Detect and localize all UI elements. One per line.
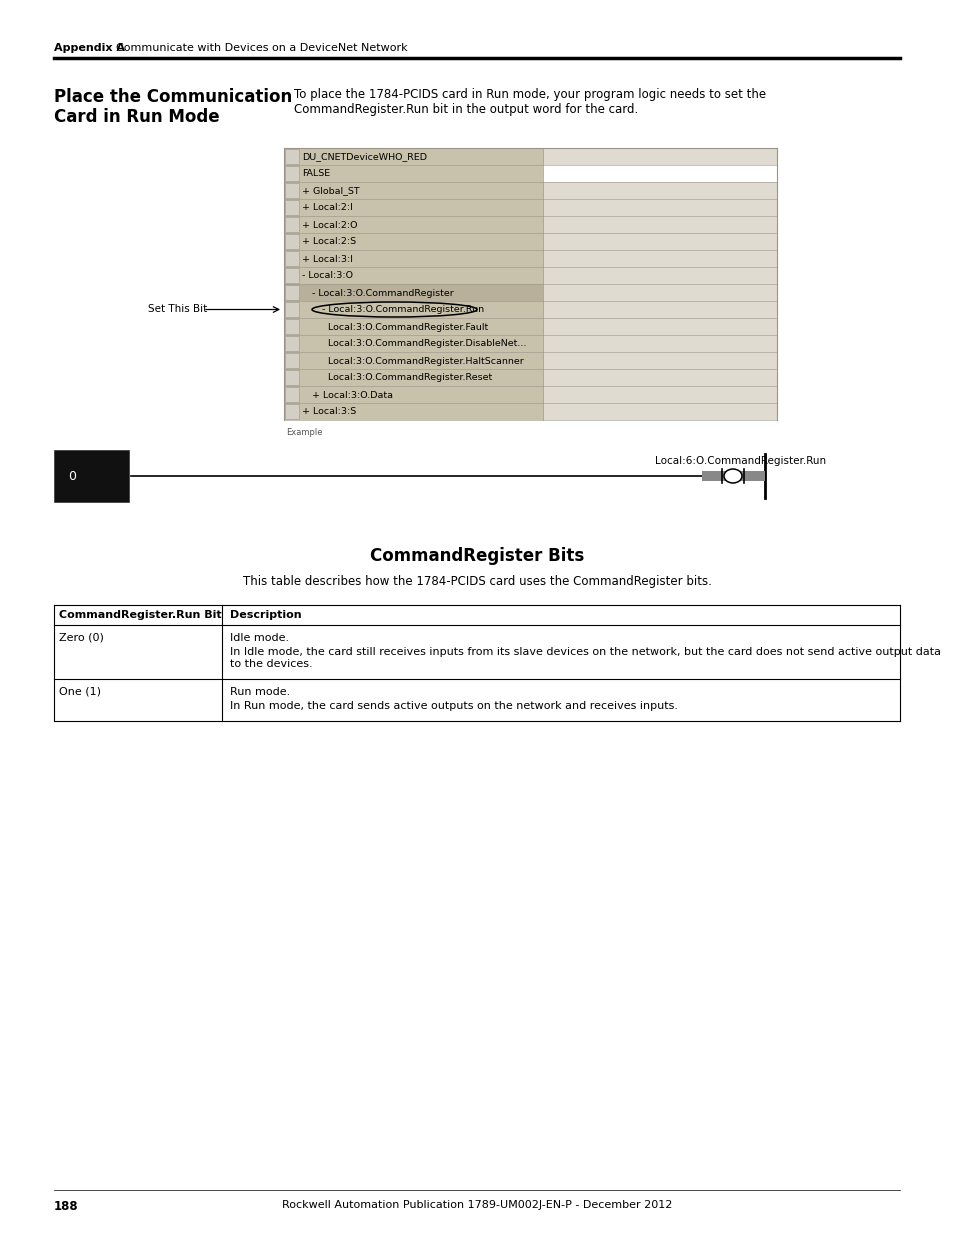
Bar (285, 165, 298, 182)
Bar (285, 319, 298, 333)
Text: Idle mode.: Idle mode. (230, 634, 289, 643)
Bar (285, 303, 298, 317)
Bar (284, 148, 542, 165)
Text: To place the 1784-PCIDS card in Run mode, your program logic needs to set the: To place the 1784-PCIDS card in Run mode… (294, 88, 765, 101)
Ellipse shape (723, 469, 741, 483)
Bar (285, 149, 298, 164)
Text: This table describes how the 1784-PCIDS card uses the CommandRegister bits.: This table describes how the 1784-PCIDS … (242, 576, 711, 588)
Bar (284, 317, 542, 335)
Text: Local:3:O.CommandRegister.Reset: Local:3:O.CommandRegister.Reset (322, 373, 492, 383)
Text: Card in Run Mode: Card in Run Mode (54, 107, 219, 126)
Text: Zero (0): Zero (0) (59, 634, 104, 643)
Text: CommandRegister Bits: CommandRegister Bits (370, 547, 583, 564)
Bar (542, 403, 776, 420)
Bar (284, 301, 542, 317)
Bar (542, 199, 776, 216)
Text: In Idle mode, the card still receives inputs from its slave devices on the netwo: In Idle mode, the card still receives in… (230, 647, 940, 668)
Bar (542, 267, 776, 284)
Bar (284, 249, 542, 267)
Bar (284, 165, 542, 182)
Text: Local:3:O.CommandRegister.DisableNet...: Local:3:O.CommandRegister.DisableNet... (322, 340, 526, 348)
Text: Local:3:O.CommandRegister.HaltScanner: Local:3:O.CommandRegister.HaltScanner (322, 357, 523, 366)
Bar (542, 233, 776, 249)
Text: + Local:3:O.Data: + Local:3:O.Data (312, 390, 393, 399)
Text: + Local:3:S: + Local:3:S (302, 408, 355, 416)
Bar (284, 369, 542, 387)
Bar (542, 352, 776, 369)
Bar (542, 284, 776, 301)
Bar (284, 267, 542, 284)
Bar (285, 404, 298, 419)
Bar (542, 165, 776, 182)
Text: FALSE: FALSE (302, 169, 330, 179)
Bar (542, 182, 776, 199)
Bar (284, 284, 542, 301)
Text: + Local:2:S: + Local:2:S (302, 237, 355, 247)
Text: One (1): One (1) (59, 687, 101, 697)
Bar (542, 148, 776, 165)
Bar (542, 216, 776, 233)
Bar (285, 387, 298, 403)
Bar (284, 216, 542, 233)
Bar (284, 335, 542, 352)
Text: 0: 0 (68, 469, 76, 483)
Bar (542, 249, 776, 267)
Bar (284, 199, 542, 216)
Bar (542, 369, 776, 387)
Text: DU_CNETDeviceWHO_RED: DU_CNETDeviceWHO_RED (302, 152, 427, 162)
Bar (285, 336, 298, 351)
Bar (285, 285, 298, 300)
Bar (284, 352, 542, 369)
Bar (285, 183, 298, 198)
Text: + Global_ST: + Global_ST (302, 186, 359, 195)
Bar (542, 387, 776, 403)
Text: In Run mode, the card sends active outputs on the network and receives inputs.: In Run mode, the card sends active outpu… (230, 701, 678, 711)
Bar (54, 450, 129, 501)
Bar (542, 335, 776, 352)
Text: Communicate with Devices on a DeviceNet Network: Communicate with Devices on a DeviceNet … (116, 43, 407, 53)
Text: Example: Example (286, 429, 322, 437)
Text: + Local:3:I: + Local:3:I (302, 254, 353, 263)
Bar (284, 403, 542, 420)
Text: 188: 188 (54, 1200, 78, 1213)
Bar (542, 301, 776, 317)
Bar (284, 182, 542, 199)
Text: Local:6:O.CommandRegister.Run: Local:6:O.CommandRegister.Run (655, 456, 825, 466)
Text: Appendix A: Appendix A (54, 43, 125, 53)
Bar (542, 317, 776, 335)
Text: - Local:3:O.CommandRegister: - Local:3:O.CommandRegister (312, 289, 454, 298)
Bar (701, 471, 764, 480)
Text: Description: Description (230, 610, 301, 620)
Bar (285, 353, 298, 368)
Text: Local:3:O.CommandRegister.Fault: Local:3:O.CommandRegister.Fault (322, 322, 488, 331)
Bar (285, 200, 298, 215)
Bar (285, 370, 298, 385)
Text: + Local:2:I: + Local:2:I (302, 204, 353, 212)
Text: CommandRegister.Run bit in the output word for the card.: CommandRegister.Run bit in the output wo… (294, 103, 638, 116)
Bar (285, 251, 298, 266)
Bar (285, 217, 298, 232)
Text: + Local:2:O: + Local:2:O (302, 221, 357, 230)
Text: CommandRegister.Run Bit: CommandRegister.Run Bit (59, 610, 221, 620)
Text: Rockwell Automation Publication 1789-UM002J-EN-P - December 2012: Rockwell Automation Publication 1789-UM0… (281, 1200, 672, 1210)
Bar (285, 268, 298, 283)
Text: - Local:3:O.CommandRegister.Run: - Local:3:O.CommandRegister.Run (322, 305, 483, 315)
Text: Set This Bit: Set This Bit (148, 305, 207, 315)
Text: Place the Communication: Place the Communication (54, 88, 292, 106)
Bar (284, 387, 542, 403)
Bar (284, 233, 542, 249)
Bar (285, 233, 298, 249)
Text: - Local:3:O: - Local:3:O (302, 272, 353, 280)
Text: Run mode.: Run mode. (230, 687, 290, 697)
